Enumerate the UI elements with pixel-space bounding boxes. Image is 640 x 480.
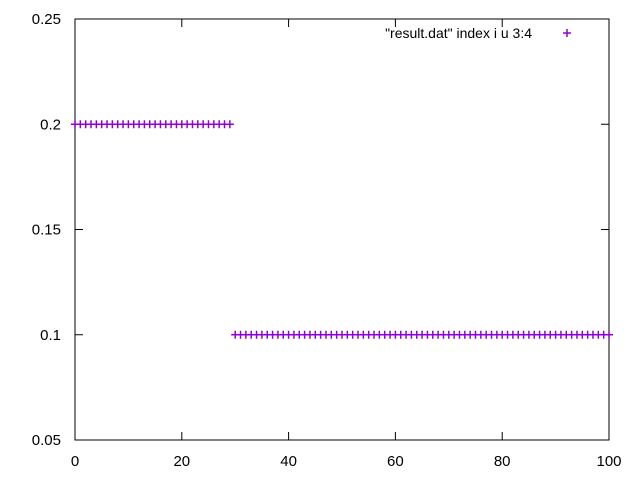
data-point	[225, 120, 234, 129]
x-tick-label: 60	[387, 453, 404, 470]
legend-label: "result.dat" index i u 3:4	[385, 25, 532, 41]
y-tick-label: 0.15	[32, 222, 61, 239]
y-tick-label: 0.1	[40, 327, 61, 344]
x-tick-label: 20	[173, 453, 190, 470]
legend: "result.dat" index i u 3:4	[385, 25, 571, 41]
data-marks-layer	[71, 120, 613, 339]
data-point	[605, 330, 613, 339]
y-tick-label: 0.25	[32, 11, 61, 28]
x-tick-label: 100	[596, 453, 621, 470]
axis-layer: 0 20 40 60 80 100 0.05 0.1 0.15 0.2 0.25	[32, 11, 622, 470]
x-tick-label: 80	[494, 453, 511, 470]
y-tick-label: 0.2	[40, 116, 61, 133]
x-tick-label: 0	[71, 453, 79, 470]
legend-marker	[563, 29, 571, 37]
x-tick-label: 40	[280, 453, 297, 470]
y-tick-label: 0.05	[32, 432, 61, 449]
